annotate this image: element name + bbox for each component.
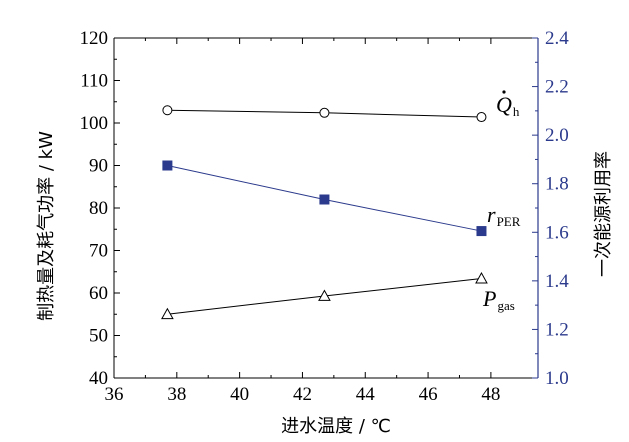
series-point-circle [476, 112, 487, 123]
series-label-main: P [482, 286, 496, 311]
y-left-tick-label: 120 [80, 28, 109, 49]
series-label-main: Q [496, 92, 512, 117]
x-tick-label: 48 [481, 384, 500, 405]
ticks: 36 38 40 42 44 46 48 40 50 60 70 80 90 100 110 120 1.0 1.… [80, 28, 570, 405]
series-label-2: Pgas [482, 286, 515, 313]
y-left-tick-label: 100 [80, 113, 109, 134]
series-point-triangle [318, 289, 331, 301]
x-tick-label: 40 [230, 384, 249, 405]
y-left-tick-label: 70 [89, 241, 108, 262]
labels: 进水温度 / ℃ 制热量及耗气功率 / kW 一次能源利用率 Qh rPER Pgas [36, 90, 614, 437]
series-point-square [476, 226, 487, 237]
axes [113, 37, 539, 379]
series-label-main: r [487, 202, 496, 227]
y-right-tick-label: 1.4 [545, 271, 569, 292]
series-label-1: rPER [487, 202, 521, 229]
y-left-tick-label: 50 [89, 326, 108, 347]
series-point-triangle [475, 272, 488, 284]
x-axis-title: 进水温度 / ℃ [281, 416, 391, 437]
y-left-tick-label: 90 [89, 156, 108, 177]
y-right-tick-label: 2.4 [545, 28, 569, 49]
series-point-circle [319, 107, 330, 118]
y-left-tick-label: 110 [80, 71, 108, 92]
series [161, 105, 488, 320]
y-left-tick-label: 80 [89, 198, 108, 219]
y-right-tick-label: 1.6 [545, 222, 569, 243]
x-tick-label: 44 [356, 384, 376, 405]
y-right-tick-label: 2.0 [545, 125, 569, 146]
y-right-tick-label: 2.2 [545, 77, 569, 98]
series-label-sub: PER [497, 214, 521, 229]
x-tick-label: 46 [419, 384, 438, 405]
series-point-circle [162, 105, 173, 116]
series-point-square [319, 194, 330, 205]
y-left-axis-title: 制热量及耗气功率 / kW [36, 131, 57, 321]
x-tick-label: 36 [105, 384, 124, 405]
y-right-axis-title: 一次能源利用率 [593, 151, 614, 277]
series-label-0: Qh [496, 92, 520, 119]
y-left-tick-label: 60 [89, 283, 108, 304]
y-right-tick-label: 1.8 [545, 174, 569, 195]
series-label-sub: h [513, 104, 520, 119]
x-tick-label: 42 [293, 384, 312, 405]
y-right-tick-label: 1.2 [545, 319, 569, 340]
y-right-tick-label: 1.0 [545, 368, 569, 389]
series-point-triangle [161, 307, 174, 320]
x-tick-label: 38 [167, 384, 186, 405]
series-label-sub: gas [497, 298, 514, 313]
y-left-tick-label: 40 [89, 368, 108, 389]
series-point-square [162, 160, 173, 171]
q-dot-accent [502, 90, 506, 94]
